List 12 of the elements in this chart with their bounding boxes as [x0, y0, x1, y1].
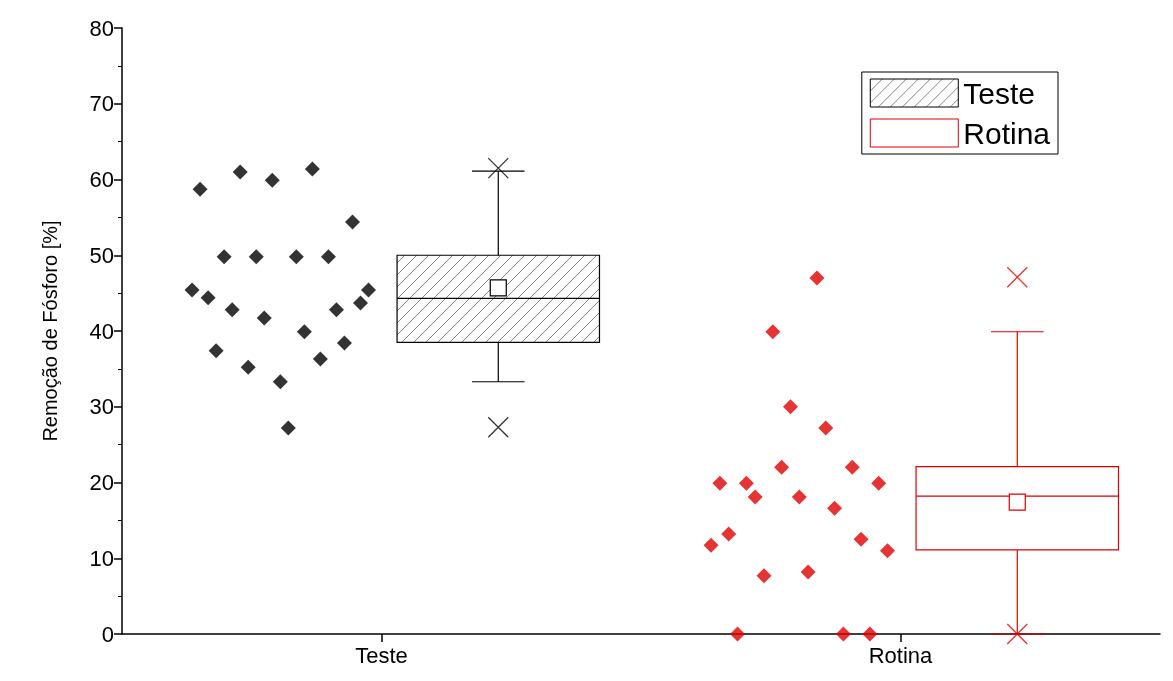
- legend-label: Rotina: [963, 116, 1051, 150]
- y-tick-label: 70: [89, 91, 114, 117]
- y-tick-label: 60: [89, 167, 114, 192]
- y-tick-label: 50: [89, 242, 114, 268]
- y-tick-label: 20: [89, 470, 114, 495]
- legend-label: Teste: [963, 76, 1035, 110]
- y-tick-label: 0: [101, 621, 114, 647]
- y-tick-label: 40: [89, 318, 114, 344]
- y-tick-label: 80: [89, 15, 114, 41]
- y-axis-title: Remoção de Fósforo [%]: [39, 220, 61, 442]
- y-tick-label: 10: [89, 545, 114, 571]
- y-tick-label: 30: [89, 394, 114, 420]
